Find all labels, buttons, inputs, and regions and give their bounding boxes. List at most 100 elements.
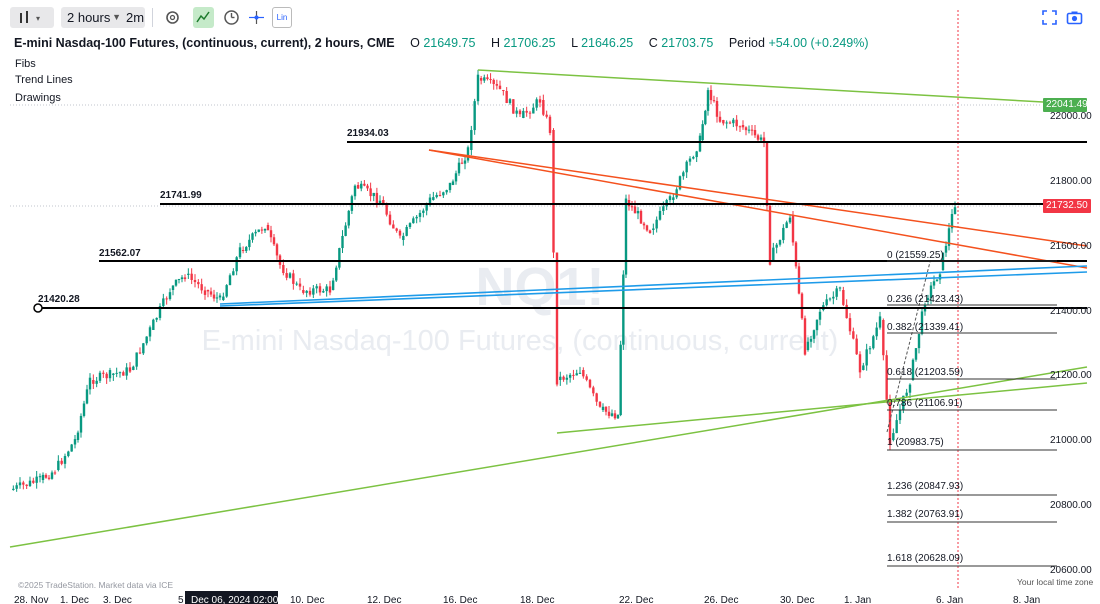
candle-body — [738, 126, 742, 128]
scale-mode-button[interactable]: Lin — [272, 7, 292, 28]
camera-icon[interactable] — [1066, 9, 1083, 26]
legend-trend-lines[interactable]: Trend Lines — [15, 74, 73, 86]
candle-body — [845, 304, 848, 319]
candle-body — [800, 293, 804, 319]
candle-body — [542, 100, 545, 115]
candle-body — [257, 229, 260, 232]
candle-body — [627, 200, 631, 207]
candle-body — [809, 338, 813, 342]
candle-body — [38, 476, 42, 478]
candle-body — [445, 190, 448, 193]
candle-body — [60, 460, 63, 464]
time-axis[interactable]: 28. Nov 1. Dec 3. Dec 5 10. Dec 12. Dec … — [14, 595, 1040, 604]
candle-body — [616, 414, 620, 419]
candle-body — [675, 189, 678, 198]
candle-body — [422, 210, 425, 213]
candle-body — [180, 277, 184, 280]
fullscreen-icon[interactable] — [1041, 9, 1058, 26]
candle-body — [888, 399, 892, 445]
high-label: H — [490, 36, 500, 50]
candle-body — [212, 294, 216, 299]
candle-body — [483, 77, 486, 81]
time-tick: 26. Dec — [704, 595, 738, 604]
candle-body — [193, 279, 197, 283]
candle-body — [105, 373, 108, 379]
fib-retracement[interactable]: 0 (21559.25) 0.236 (21423.43) 0.382 (213… — [887, 250, 1057, 567]
candle-body — [76, 432, 80, 440]
candle-body — [741, 125, 745, 128]
candle-body — [251, 233, 254, 240]
candle-body — [428, 197, 432, 205]
candle-body — [473, 101, 476, 131]
price-tick: 22000.00 — [1050, 111, 1092, 122]
candle-body — [225, 285, 228, 297]
candle-body — [838, 287, 842, 289]
trendline-green-short[interactable] — [556, 382, 1088, 434]
candle-body — [872, 336, 875, 349]
candle-body — [572, 374, 575, 376]
candle-body — [168, 292, 172, 300]
fib-label-1236: 1.236 (20847.93) — [887, 481, 963, 492]
fib-label-0618: 0.618 (21203.59) — [887, 367, 963, 378]
level-anchor-handle[interactable] — [33, 303, 43, 313]
drawing-tool-icon[interactable] — [193, 7, 214, 28]
candle-body — [347, 210, 350, 226]
candle-body — [248, 239, 251, 248]
candle-body — [505, 91, 508, 104]
candle-body — [914, 348, 918, 360]
candle-body — [592, 387, 595, 394]
candle-body — [908, 384, 912, 393]
candle-body — [920, 311, 924, 334]
candle-body — [63, 456, 67, 464]
candle-body — [559, 376, 562, 380]
time-tick: 16. Dec — [443, 595, 477, 604]
candle-body — [95, 380, 98, 384]
trendline-blue-2[interactable] — [219, 271, 1088, 307]
candle-body — [852, 331, 855, 339]
candle-body — [835, 288, 838, 297]
bars-icon[interactable]: ▾ — [10, 7, 54, 28]
time-tick: 30. Dec — [780, 595, 814, 604]
trendline-green-long[interactable] — [9, 366, 1088, 548]
candle-body — [935, 279, 939, 282]
candle-body — [171, 285, 175, 290]
candle-body — [28, 480, 32, 487]
timezone-label[interactable]: Your local time zone — [1017, 577, 1094, 587]
candle-body — [360, 183, 363, 189]
candle-body — [382, 200, 385, 205]
candle-body — [328, 286, 332, 293]
legend-drawings[interactable]: Drawings — [15, 92, 61, 104]
candle-body — [148, 327, 152, 337]
candle-body — [698, 135, 702, 152]
price-axis[interactable]: 22000.00 21800.00 21600.00 21400.00 2120… — [1050, 111, 1092, 576]
trendline-orange-2[interactable] — [428, 149, 1088, 247]
trendline-orange-1[interactable] — [428, 149, 1088, 269]
legend-fibs[interactable]: Fibs — [15, 58, 36, 70]
interval-select[interactable]: 2 hours ▼ — [61, 7, 145, 28]
candle-body — [875, 327, 878, 337]
candle-body — [15, 485, 18, 489]
candle-body — [848, 318, 852, 332]
clock-icon[interactable] — [221, 7, 242, 28]
candle-body — [315, 286, 318, 289]
level-label-21562: 21562.07 — [99, 248, 141, 259]
candle-body — [642, 223, 646, 226]
candle-body — [118, 372, 122, 374]
candle-body — [865, 349, 868, 366]
candle-body — [378, 200, 382, 204]
crosshair-tool-icon[interactable] — [246, 7, 267, 28]
candle-body — [82, 403, 86, 416]
candle-body — [25, 484, 28, 487]
candle-body — [44, 474, 48, 478]
candle-body — [895, 420, 898, 434]
level-label-21420: 21420.28 — [38, 294, 80, 305]
interval-2m-button[interactable]: 2m — [126, 10, 145, 25]
candle-body — [868, 348, 872, 350]
candle-body — [778, 240, 782, 245]
candle-body — [50, 472, 54, 479]
trendline-green-top[interactable] — [477, 69, 1044, 103]
trendline-blue-1[interactable] — [219, 265, 1088, 305]
settings-gear-icon[interactable] — [162, 7, 183, 28]
candle-body — [562, 376, 565, 380]
